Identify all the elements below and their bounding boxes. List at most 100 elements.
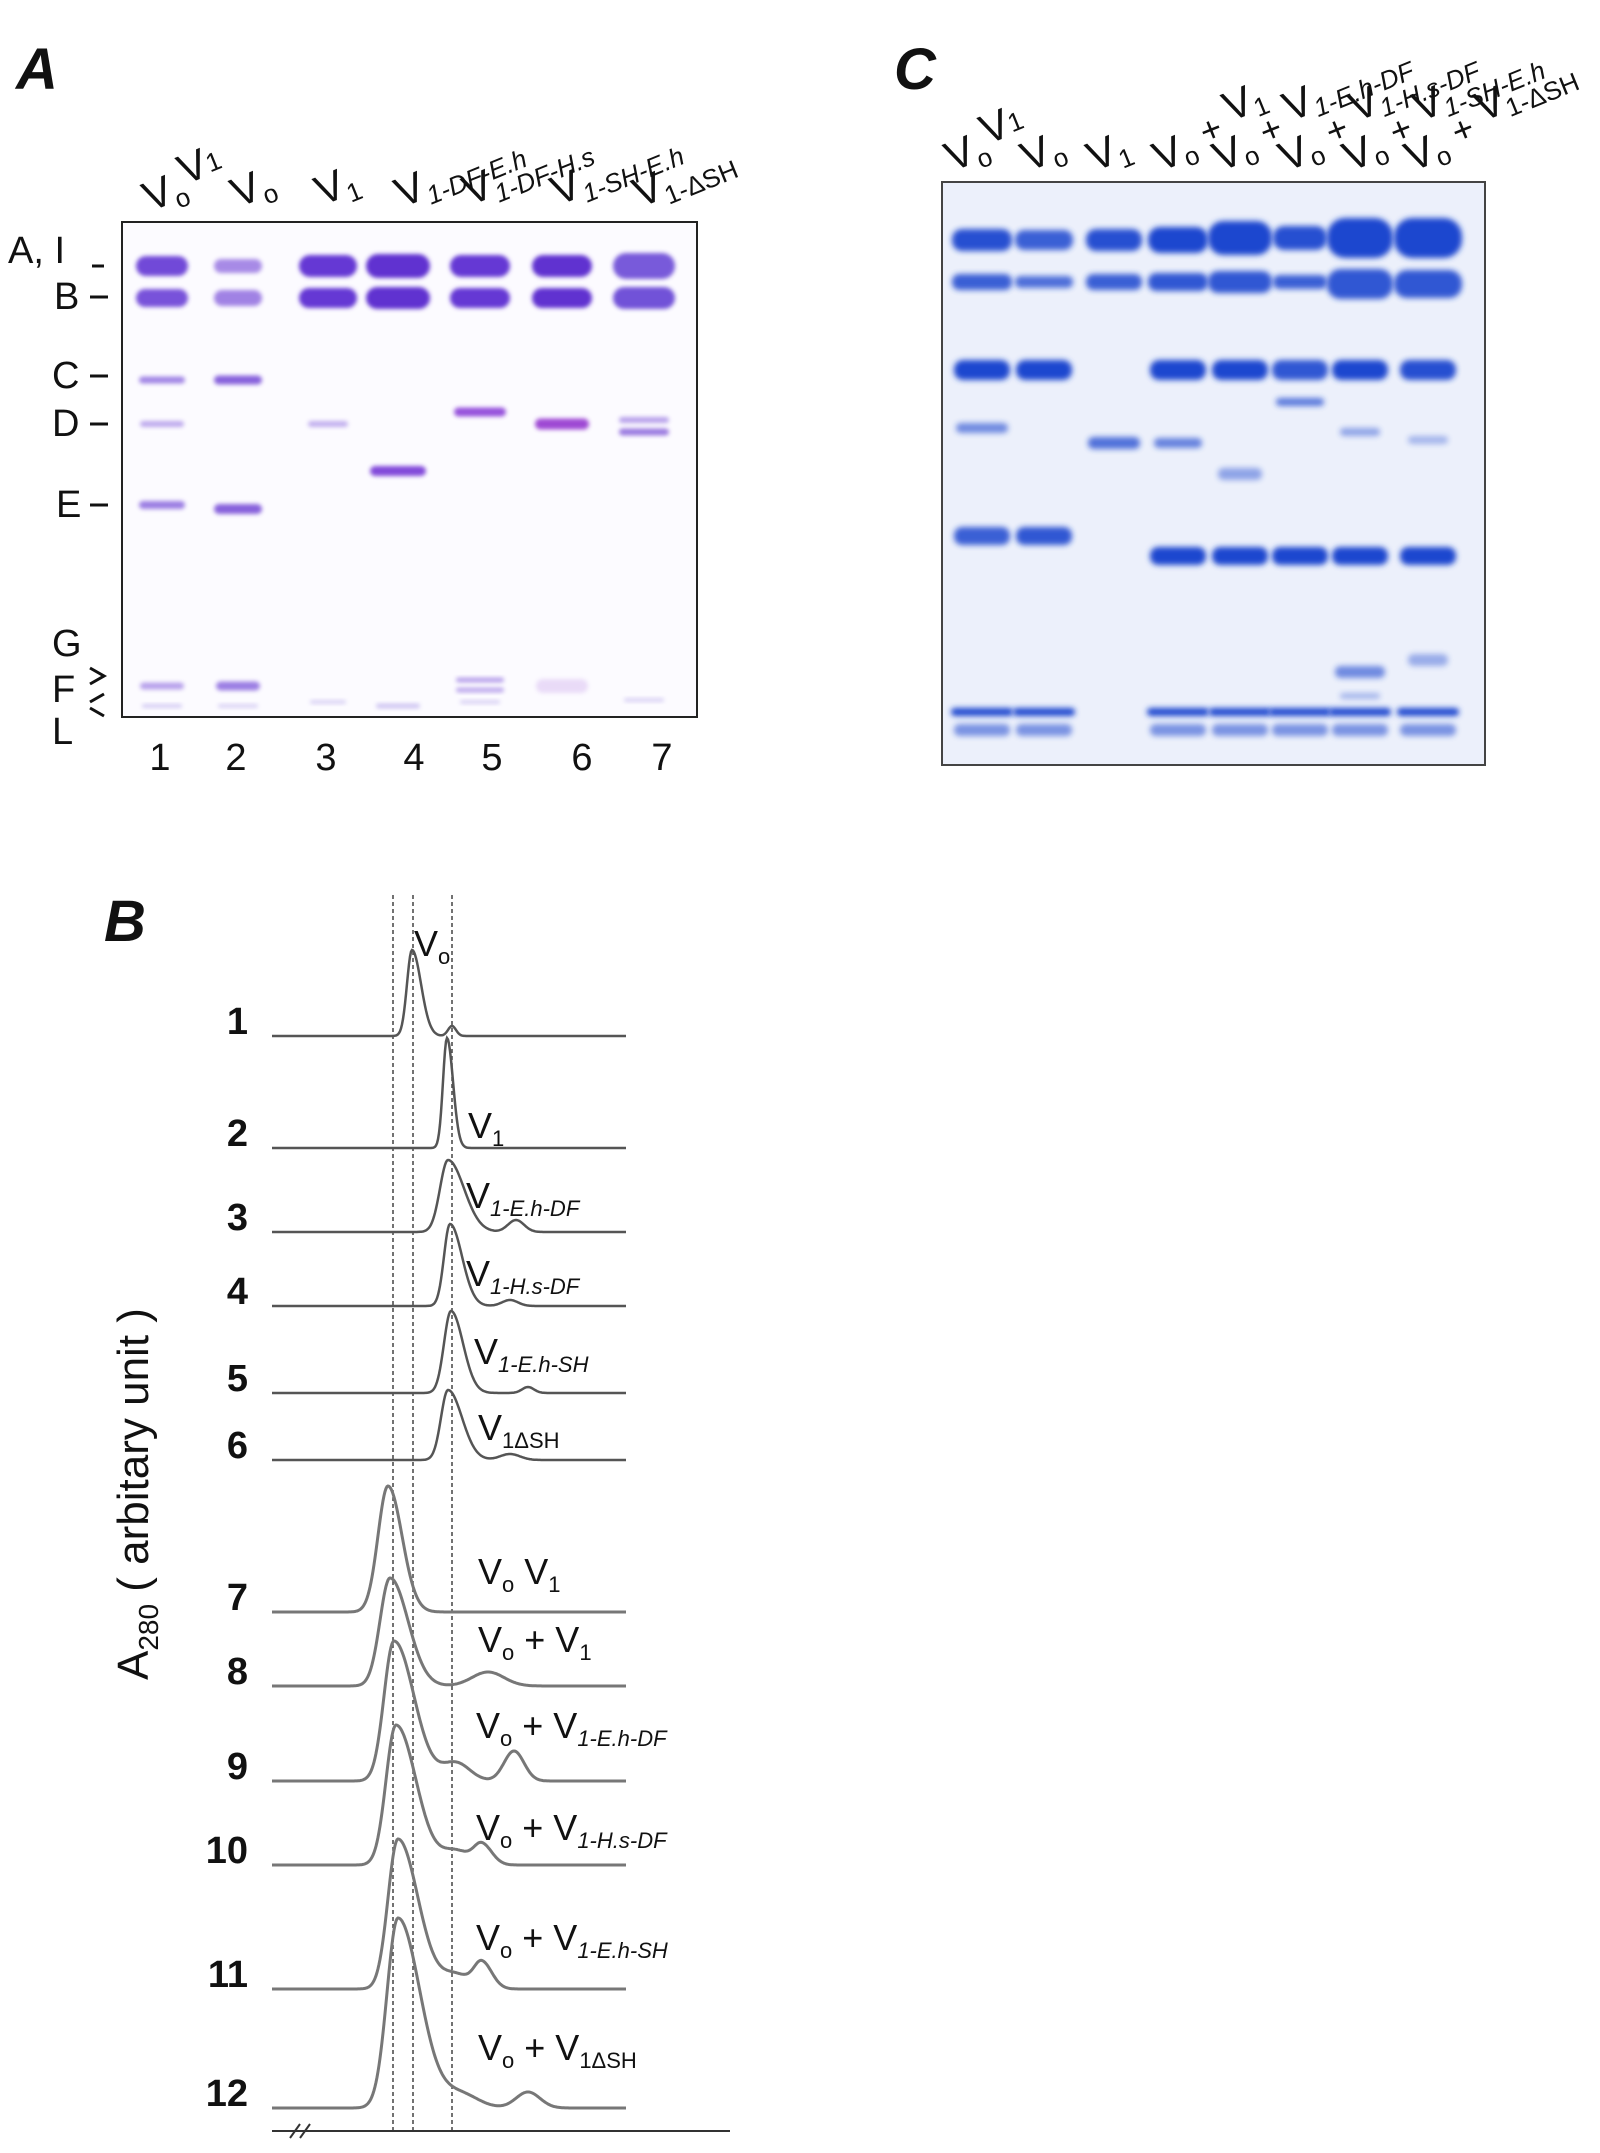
gel-band: [1394, 218, 1462, 258]
lane-header: V1: [308, 155, 367, 219]
gel-band: [1148, 227, 1208, 253]
elution-guide-lines: [392, 895, 453, 2130]
gel-band: [1147, 708, 1209, 716]
gel-band: [370, 466, 426, 476]
gel-band: [532, 288, 592, 308]
trace-label: V1-E.h-SH: [474, 1331, 589, 1377]
gel-band: [1400, 360, 1456, 380]
gel-band: [1400, 724, 1456, 736]
gel-a-lane-numbers: 1 2 3 4 5 6 7: [149, 737, 672, 779]
trace-label: Vo: [414, 923, 450, 969]
trace-label: Vo + V1: [478, 1619, 592, 1665]
panel-c-letter: C: [894, 37, 936, 102]
gel-band: [1400, 547, 1456, 565]
gel-band: [1408, 654, 1448, 666]
gel-c-bands: [951, 218, 1462, 736]
gel-band: [1332, 360, 1388, 380]
gel-band: [366, 287, 430, 309]
gel-band: [1016, 724, 1072, 736]
gel-band: [299, 255, 357, 277]
gel-band: [299, 288, 357, 308]
gel-band: [1154, 438, 1202, 448]
gel-band: [460, 700, 500, 704]
gel-band: [1327, 269, 1393, 299]
axis-break-mark: [299, 2123, 311, 2139]
gel-band: [1086, 274, 1142, 290]
chromatogram-trace: [272, 1388, 626, 1462]
band-arrow: [89, 706, 105, 718]
chromatogram-trace: [272, 1158, 626, 1234]
gel-band: [142, 704, 182, 708]
gel-band: [1016, 527, 1072, 545]
gel-band: [140, 682, 184, 690]
gel-band: [1209, 708, 1271, 716]
gel-band: [1335, 666, 1385, 678]
trace-number: 8: [227, 1651, 248, 1693]
gel-band: [310, 700, 346, 704]
gel-band: [1212, 547, 1268, 565]
gel-band: [1150, 547, 1206, 565]
trace-number: 4: [227, 1271, 248, 1313]
band-label: C: [52, 355, 79, 397]
panel-b-chromatograms: Vo V1 V1-E.h-DF V1-H.s-DF V1-E.h-SH V1ΔSH Vo V…: [109, 895, 730, 2139]
gel-band: [954, 527, 1010, 545]
chromatogram-trace: [272, 1576, 626, 1688]
trace-number: 7: [227, 1577, 248, 1619]
gel-band: [951, 708, 1013, 716]
band-arrow: [89, 666, 108, 686]
lane-number: 1: [149, 737, 170, 779]
gel-band: [456, 677, 504, 683]
band-label: B: [54, 276, 79, 318]
gel-band: [952, 274, 1012, 290]
lane-header: Vo: [224, 157, 283, 221]
gel-band: [1015, 230, 1073, 250]
gel-band: [1397, 708, 1459, 716]
band-label: A, I: [8, 230, 65, 272]
gel-band: [1276, 398, 1324, 406]
gel-band: [956, 423, 1008, 433]
band-label: G: [52, 623, 82, 665]
gel-band: [532, 255, 592, 277]
gel-band: [1088, 437, 1140, 449]
gel-a-bands: [136, 253, 675, 709]
trace-label: Vo + V1ΔSH: [478, 2027, 637, 2073]
trace-label: Vo + V1-E.h-SH: [476, 1917, 668, 1963]
trace-label: V1-E.h-DF: [466, 1175, 581, 1221]
band-label: D: [52, 403, 79, 445]
gel-band: [214, 290, 262, 306]
gel-band: [1015, 276, 1073, 288]
gel-band: [214, 259, 262, 273]
lane-number: 6: [571, 737, 592, 779]
gel-band: [1208, 221, 1272, 255]
gel-band: [1212, 724, 1268, 736]
trace-number: 11: [208, 1954, 248, 1996]
gel-band: [450, 288, 510, 308]
trace-number: 12: [206, 2073, 248, 2115]
gel-band: [308, 421, 348, 427]
gel-band: [1332, 547, 1388, 565]
lane-number: 5: [481, 737, 502, 779]
gel-band: [1273, 226, 1327, 250]
gel-band: [1327, 218, 1393, 258]
gel-band: [1218, 468, 1262, 480]
gel-band: [1150, 360, 1206, 380]
lane-number: 3: [315, 737, 336, 779]
y-axis-label: A280 ( arbitary unit ): [109, 1308, 164, 1680]
gel-band: [1150, 724, 1206, 736]
trace-label: Vo V1: [478, 1551, 561, 1597]
trace-number: 6: [227, 1425, 248, 1467]
gel-band: [1272, 724, 1328, 736]
chromatogram-traces: [272, 948, 626, 2110]
axis-break-mark: [289, 2123, 301, 2139]
trace-number: 1: [227, 1001, 248, 1043]
gel-band: [454, 407, 506, 417]
gel-band: [1086, 229, 1142, 251]
gel-band: [1340, 693, 1380, 699]
band-label: L: [52, 711, 73, 753]
gel-band: [450, 255, 510, 277]
gel-band: [613, 253, 675, 279]
